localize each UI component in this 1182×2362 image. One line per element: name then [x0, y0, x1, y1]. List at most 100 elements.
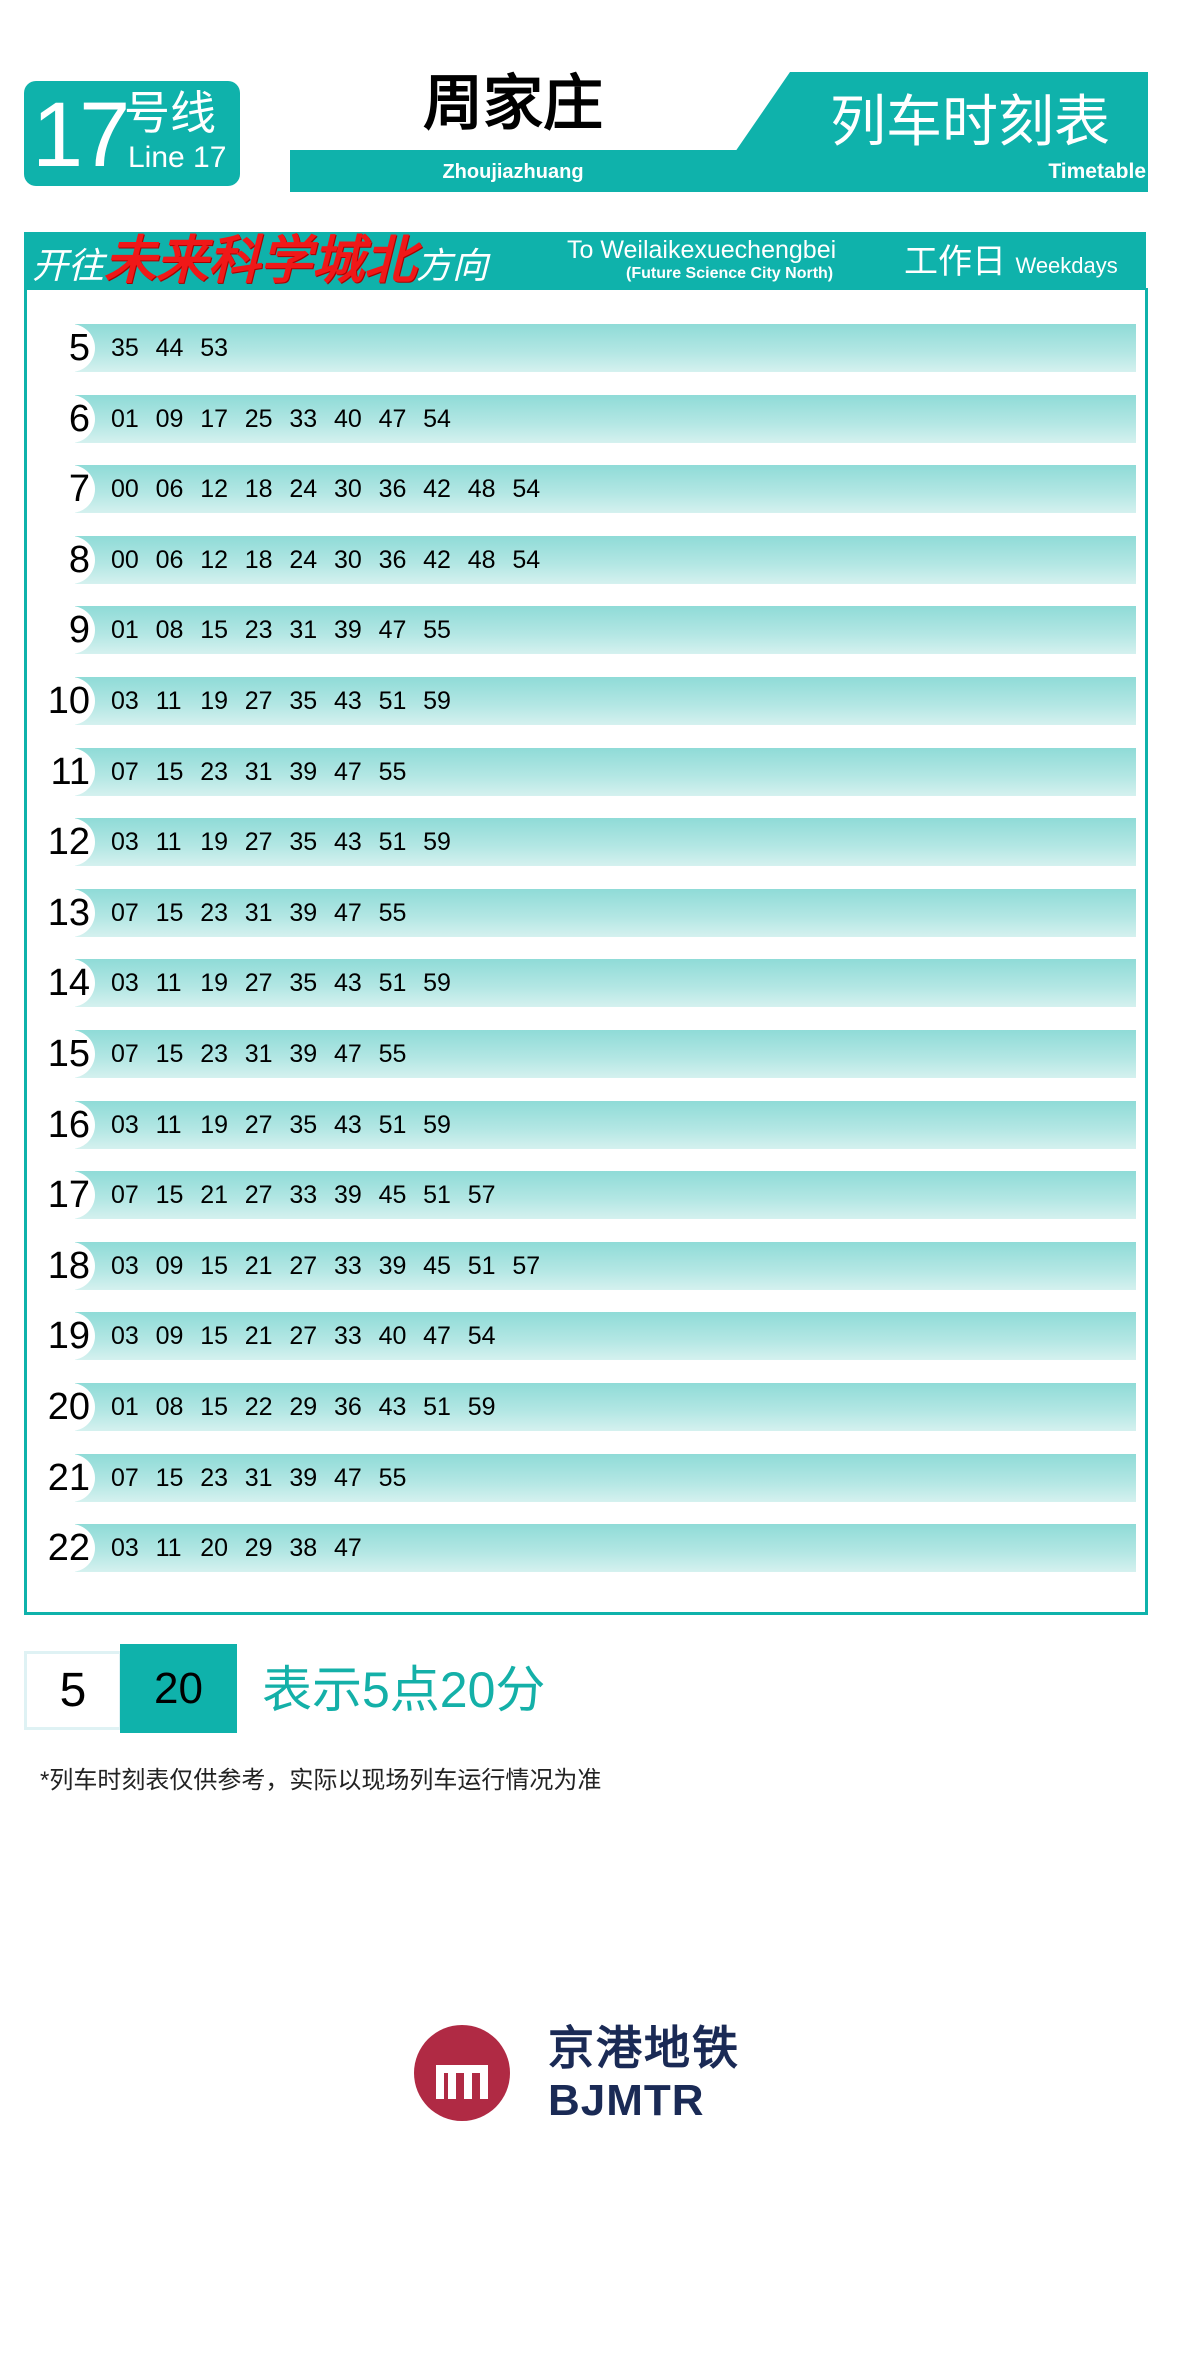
- minute-value: 07: [111, 757, 139, 786]
- minute-value: 03: [111, 828, 139, 857]
- minute-value: 47: [378, 404, 407, 433]
- minute-value: 43: [333, 828, 362, 857]
- minutes-list: 03 11 19 27 35 43 51 59: [111, 959, 468, 1007]
- minute-value: 07: [111, 1463, 139, 1492]
- minute-value: 31: [244, 1040, 273, 1068]
- minute-value: 39: [378, 1251, 407, 1280]
- minutes-list: 00 06 12 18 24 30 36 42 48 54: [111, 465, 557, 513]
- legend-minute-box: 20: [120, 1644, 237, 1733]
- minute-value: 53: [200, 334, 228, 362]
- minute-value: 11: [155, 1534, 182, 1563]
- minute-value: 03: [111, 1534, 139, 1563]
- minute-value: 51: [378, 828, 407, 857]
- minute-value: 15: [200, 1322, 228, 1351]
- hour-label: 16: [47, 1103, 90, 1146]
- direction-header: 开往未来科学城北方向 To Weilaikexuechengbei (Futur…: [24, 232, 1146, 290]
- minute-value: 35: [289, 687, 318, 715]
- minutes-list: 01 09 17 25 33 40 47 54: [111, 395, 468, 443]
- minute-value: 11: [155, 1110, 182, 1139]
- minute-value: 12: [200, 475, 228, 504]
- minute-value: 42: [423, 475, 451, 504]
- minute-value: 23: [244, 616, 273, 645]
- minute-value: 59: [423, 828, 451, 857]
- minutes-list: 07 15 23 31 39 47 55: [111, 748, 423, 796]
- direction-suffix: 方向: [416, 245, 489, 286]
- timetable-row: [47, 1030, 1136, 1078]
- station-title: 周家庄: [423, 70, 603, 137]
- timetable-row: [47, 535, 1136, 584]
- minute-value: 55: [378, 898, 407, 927]
- timetable-row: [47, 465, 1136, 514]
- minute-value: 51: [378, 969, 407, 998]
- minute-value: 43: [378, 1393, 407, 1421]
- minute-value: 59: [423, 1110, 451, 1139]
- minute-value: 47: [333, 1463, 362, 1492]
- minute-value: 45: [423, 1251, 451, 1280]
- minute-value: 48: [467, 475, 496, 504]
- line-number: 17: [32, 84, 130, 186]
- minutes-list: 07 15 23 31 39 47 55: [111, 1030, 423, 1078]
- minute-value: 43: [333, 1110, 362, 1139]
- minute-value: 03: [111, 969, 139, 998]
- minute-value: 12: [200, 545, 228, 574]
- minute-value: 33: [289, 1181, 318, 1210]
- minute-value: 59: [467, 1393, 496, 1421]
- minute-value: 55: [423, 616, 451, 645]
- minute-value: 39: [333, 616, 362, 645]
- minute-value: 55: [378, 1040, 407, 1068]
- minute-value: 47: [333, 1040, 362, 1068]
- minute-value: 51: [423, 1181, 451, 1210]
- minute-value: 57: [467, 1181, 496, 1210]
- minute-value: 11: [155, 687, 182, 715]
- minute-value: 51: [423, 1393, 451, 1421]
- minute-value: 06: [155, 475, 184, 504]
- minute-value: 55: [378, 1463, 407, 1492]
- minute-value: 19: [200, 828, 228, 857]
- minute-value: 40: [333, 404, 362, 433]
- minute-value: 00: [111, 475, 139, 504]
- minute-value: 54: [512, 475, 541, 504]
- minute-value: 30: [333, 475, 362, 504]
- bjmtr-logo-icon: [414, 2025, 510, 2121]
- hour-label: 14: [47, 962, 90, 1005]
- timetable-row: [47, 1312, 1136, 1361]
- timetable-row: [47, 677, 1136, 725]
- minute-value: 03: [111, 1251, 139, 1280]
- minute-value: 38: [289, 1534, 318, 1563]
- hour-label: 13: [47, 891, 90, 934]
- minute-value: 08: [155, 1393, 184, 1421]
- minutes-list: 07 15 23 31 39 47 55: [111, 1454, 423, 1502]
- minute-value: 35: [289, 828, 318, 857]
- timetable-title: 列车时刻表: [830, 90, 1110, 153]
- destination-en: To Weilaikexuechengbei: [567, 236, 837, 264]
- minute-value: 31: [244, 1463, 273, 1492]
- minute-value: 51: [378, 687, 407, 715]
- minute-value: 03: [111, 1110, 139, 1139]
- minute-value: 24: [289, 475, 318, 504]
- minute-value: 27: [244, 1181, 273, 1210]
- station-title-en: Zhoujiazhuang: [442, 161, 584, 183]
- hour-label: 12: [47, 821, 90, 864]
- hour-label: 15: [47, 1033, 90, 1075]
- minute-value: 33: [333, 1251, 362, 1280]
- hour-label: 6: [68, 397, 90, 440]
- minute-value: 08: [155, 616, 184, 645]
- hour-label: 7: [68, 468, 90, 511]
- minute-value: 39: [289, 1040, 318, 1068]
- minute-value: 23: [200, 1040, 228, 1068]
- hour-label: 9: [68, 609, 90, 652]
- minute-value: 15: [200, 616, 228, 645]
- minute-value: 09: [155, 1322, 184, 1351]
- minutes-list: 03 11 20 29 38 47: [111, 1524, 379, 1572]
- minute-value: 00: [111, 545, 139, 574]
- minute-value: 55: [378, 757, 407, 786]
- timetable-row: [47, 1171, 1136, 1220]
- minute-value: 21: [244, 1322, 273, 1351]
- minute-value: 31: [289, 616, 318, 645]
- logo-text-en: BJMTR: [548, 2076, 705, 2125]
- minute-value: 27: [289, 1322, 318, 1351]
- minute-value: 09: [155, 1251, 184, 1280]
- minute-value: 19: [200, 969, 228, 998]
- minute-value: 19: [200, 1110, 228, 1139]
- disclaimer-note: *列车时刻表仅供参考，实际以现场列车运行情况为准: [40, 1767, 602, 1794]
